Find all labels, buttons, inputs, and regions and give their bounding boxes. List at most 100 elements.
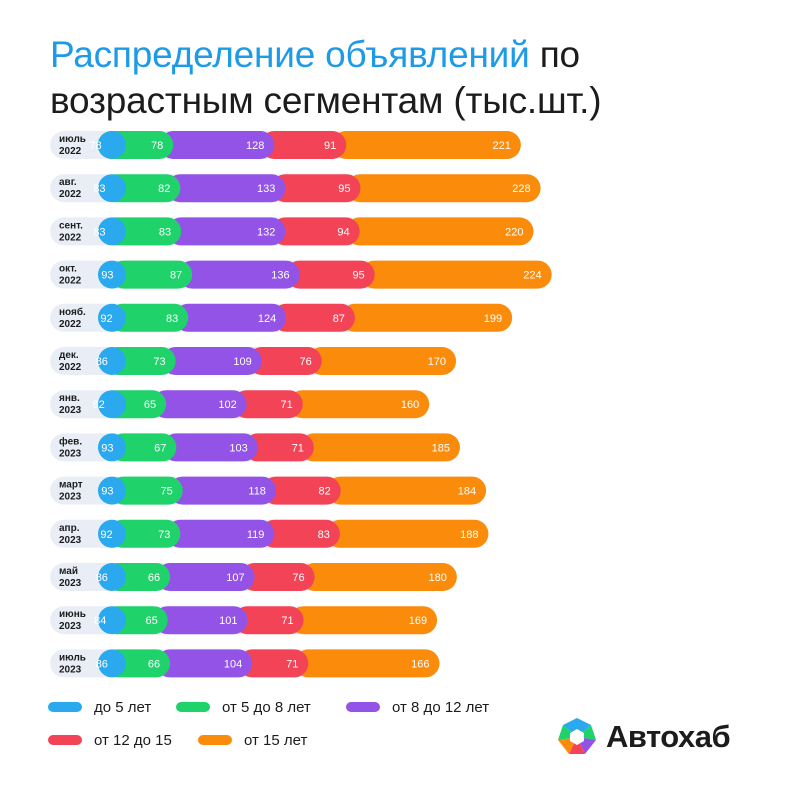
bar-value-label: 104 — [224, 658, 242, 670]
bar-segment — [98, 174, 126, 203]
bar-segment — [159, 131, 275, 159]
category-label-month: окт. — [59, 264, 77, 275]
bar-segment — [156, 563, 255, 591]
bar-value-label: 103 — [229, 442, 247, 454]
category-label-month: май — [59, 566, 78, 577]
bar-segment — [153, 606, 248, 635]
bar-value-label: 83 — [318, 529, 330, 541]
bar-value-label: 169 — [409, 615, 427, 627]
bar-value-label: 86 — [96, 658, 108, 670]
legend-label-2: от 8 до 12 лет — [392, 698, 490, 716]
category-label-month: янв. — [59, 393, 80, 404]
bar-value-label: 73 — [158, 529, 170, 541]
bar-value-label: 184 — [458, 486, 476, 498]
bar-value-label: 91 — [324, 140, 336, 152]
category-label-month: фев. — [59, 435, 82, 447]
bar-value-label: 185 — [432, 442, 450, 454]
category-label-year: 2022 — [59, 232, 82, 243]
legend-label-0: до 5 лет — [94, 698, 152, 716]
autohub-logo-icon — [558, 718, 596, 754]
bar-value-label: 170 — [428, 356, 446, 368]
bar-value-label: 107 — [226, 572, 244, 584]
bar-segment — [326, 476, 487, 505]
bar-segment — [299, 433, 461, 462]
category-label-month: март — [59, 480, 83, 491]
bar-value-label: 87 — [170, 270, 182, 282]
chart-title: Распределение объявлений по возрастным се… — [50, 32, 602, 124]
bar-value-label: 188 — [460, 529, 478, 541]
bar-value-label: 65 — [144, 399, 156, 411]
category-label-month: авг. — [59, 177, 77, 188]
bar-segment — [360, 260, 552, 289]
bar-row-5: 86 73 109 76 170 дек.2022 — [50, 347, 457, 375]
legend-swatch-0 — [48, 702, 82, 712]
bar-segment — [232, 390, 303, 419]
bar-segment — [271, 217, 360, 246]
bar-value-label: 93 — [101, 442, 113, 454]
chart-title-rest: по — [529, 34, 580, 75]
bar-segment — [260, 131, 347, 159]
bar-value-label: 128 — [246, 140, 264, 152]
bar-segment — [271, 174, 361, 203]
bar-value-label: 102 — [218, 399, 236, 411]
bar-value-label: 93 — [101, 270, 113, 282]
bar-segment — [98, 303, 126, 332]
bar-segment — [98, 217, 126, 246]
bar-segment — [260, 519, 340, 548]
bar-row-4: 92 83 124 87 199 нояб.2022 — [50, 303, 513, 332]
bar-value-label: 82 — [158, 183, 170, 195]
bar-value-label: 82 — [93, 399, 105, 411]
bar-segment — [285, 260, 375, 289]
category-label-month: сент. — [59, 220, 83, 231]
category-label-year: 2022 — [59, 189, 82, 200]
bar-row-9: 92 73 119 83 188 апр.2023 — [50, 519, 489, 548]
category-label-year: 2023 — [59, 535, 82, 546]
bar-value-label: 95 — [338, 183, 350, 195]
bar-value-label: 180 — [428, 572, 446, 584]
category-label-year: 2022 — [59, 362, 82, 373]
bar-value-label: 95 — [352, 270, 364, 282]
category-label-year: 2022 — [59, 146, 82, 157]
bar-value-label: 66 — [148, 658, 160, 670]
bar-segment — [288, 390, 430, 419]
bar-value-label: 83 — [93, 183, 105, 195]
bar-value-label: 133 — [257, 183, 275, 195]
chart-title-line2: возрастным сегментам (тыс.шт.) — [50, 80, 602, 121]
bar-segment — [109, 433, 177, 462]
bar-segment — [178, 260, 300, 289]
category-label-year: 2023 — [59, 664, 82, 675]
bar-segment — [162, 433, 258, 462]
bar-value-label: 124 — [258, 313, 276, 325]
bar-segment — [294, 649, 440, 678]
bar-row-7: 93 67 103 71 185 фев.2023 — [50, 433, 461, 462]
legend-item-4: от 15 лет — [198, 730, 307, 750]
bar-segment — [174, 303, 287, 332]
bar-segment — [108, 519, 181, 548]
bar-value-label: 71 — [286, 658, 298, 670]
brand-name: Автохаб — [606, 719, 731, 754]
category-label-year: 2023 — [59, 492, 82, 503]
bar-value-label: 93 — [101, 486, 113, 498]
bar-segment — [156, 649, 253, 678]
bar-segment — [98, 347, 126, 375]
bar-value-label: 224 — [523, 270, 541, 282]
bar-value-label: 75 — [160, 486, 172, 498]
bar-value-label: 87 — [333, 313, 345, 325]
legend-item-1: от 5 до 8 лет — [176, 697, 311, 717]
legend-label-4: от 15 лет — [244, 731, 308, 749]
bar-row-6: 82 65 102 71 160 янв.2023 — [50, 390, 430, 419]
bar-value-label: 67 — [154, 442, 166, 454]
bar-segment — [167, 217, 286, 246]
bar-value-label: 221 — [492, 140, 510, 152]
bar-value-label: 166 — [411, 658, 429, 670]
bar-segment — [346, 174, 541, 203]
bar-segment — [345, 217, 534, 246]
category-label-month: июль — [59, 134, 86, 145]
bar-segment — [152, 390, 247, 419]
bar-segment — [300, 563, 457, 591]
bar-value-label: 92 — [100, 529, 112, 541]
